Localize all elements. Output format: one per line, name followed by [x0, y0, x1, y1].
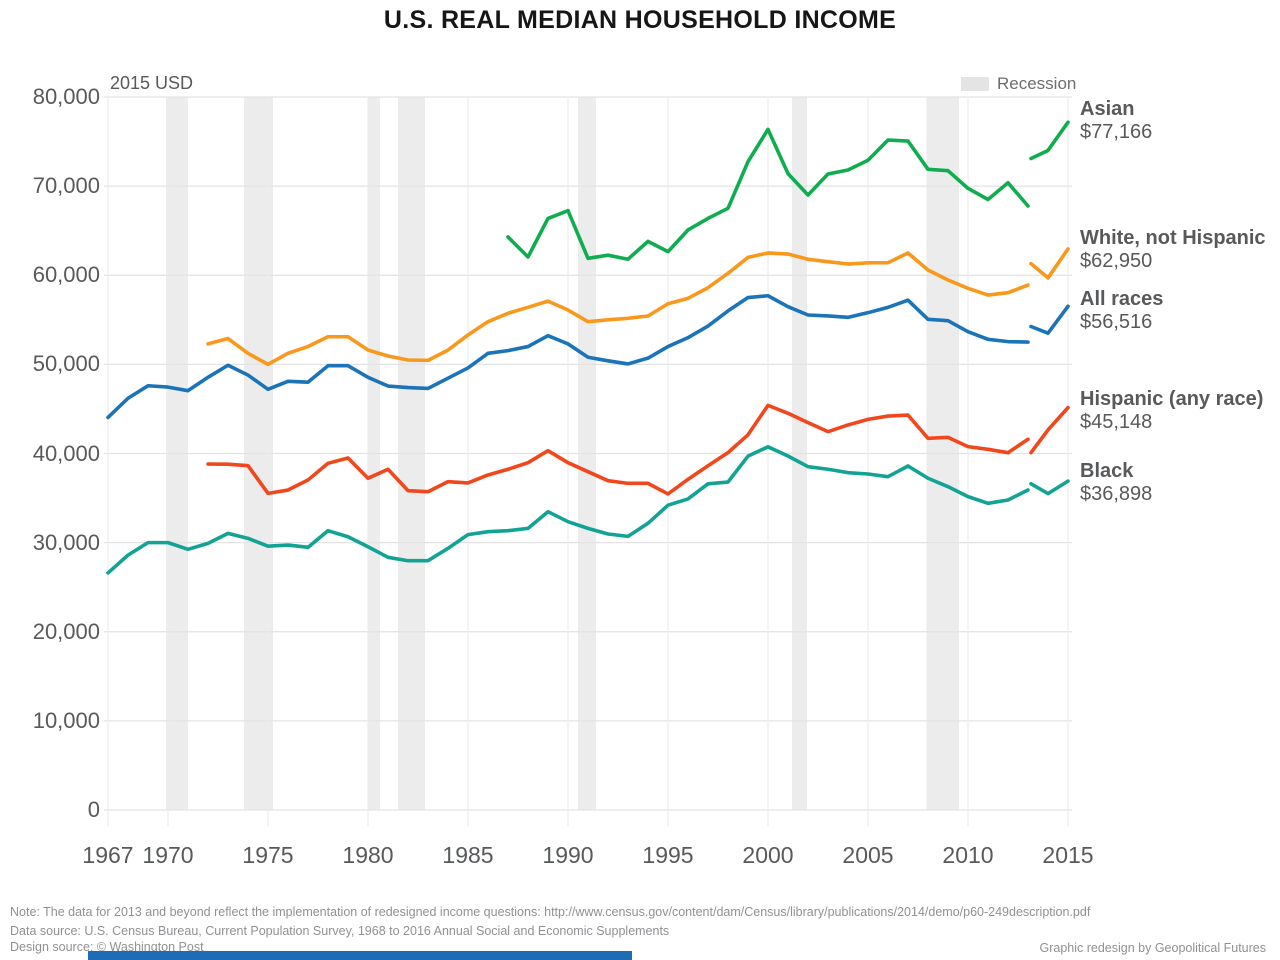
series-label-white-not-hispanic: White, not Hispanic $62,950	[1080, 227, 1266, 273]
y-tick-label: 0	[87, 797, 100, 822]
credit-text: Graphic redesign by Geopolitical Futures	[1039, 941, 1266, 955]
y-axis-units-label: 2015 USD	[110, 73, 194, 93]
x-tick-label: 1975	[242, 842, 294, 868]
chart-title: U.S. REAL MEDIAN HOUSEHOLD INCOME	[383, 6, 897, 34]
y-tick-label: 70,000	[32, 173, 100, 199]
line-asian	[1029, 120, 1070, 161]
recession-legend-label: Recession	[997, 74, 1077, 93]
y-tick-label: 20,000	[32, 618, 100, 644]
line-all-races	[1029, 304, 1070, 335]
series-end-value: $45,148	[1080, 411, 1153, 433]
series-label-all-races: All races $56,516	[1080, 288, 1163, 334]
line-white-not-hispanic	[1029, 247, 1070, 280]
y-tick-label: 80,000	[32, 84, 100, 109]
x-tick-label: 1980	[342, 842, 394, 868]
x-tick-label: 1990	[542, 842, 594, 868]
y-tick-label: 10,000	[32, 707, 100, 733]
x-tick-label: 1995	[642, 842, 694, 868]
series-end-value: $62,950	[1080, 250, 1153, 272]
x-tick-label: 1967	[82, 842, 134, 868]
y-tick-label: 40,000	[32, 440, 100, 466]
x-tick-label: 1970	[142, 842, 194, 868]
line-asian	[506, 127, 1030, 262]
x-tick-label: 1985	[442, 842, 494, 868]
line-all-races	[106, 293, 1030, 420]
line-black	[106, 445, 1030, 575]
y-tick-label: 30,000	[32, 529, 100, 555]
series-end-value: $77,166	[1080, 121, 1153, 143]
series-label-asian: Asian $77,166	[1080, 98, 1152, 144]
line-black	[1029, 479, 1070, 496]
series-name: Hispanic (any race)	[1080, 388, 1264, 410]
series-name: Black	[1080, 460, 1134, 482]
x-tick-label: 2005	[842, 842, 894, 868]
line-hispanic-any-race-	[206, 403, 1030, 496]
y-tick-label: 60,000	[32, 262, 100, 288]
y-tick-label: 50,000	[32, 351, 100, 377]
footnote-redesign-note: Note: The data for 2013 and beyond refle…	[10, 905, 1091, 919]
brand-bar	[88, 951, 632, 960]
series-name: Asian	[1080, 98, 1135, 120]
x-tick-label: 2010	[942, 842, 994, 868]
x-tick-label: 2000	[742, 842, 794, 868]
footnote-design-source: Design source: © Washington Post	[10, 940, 204, 954]
series-name: All races	[1080, 288, 1164, 310]
x-tick-label: 2015	[1042, 842, 1094, 868]
recession-legend-swatch	[961, 77, 989, 91]
series-end-value: $56,516	[1080, 311, 1153, 333]
series-label-black: Black $36,898	[1080, 460, 1152, 506]
series-name: White, not Hispanic	[1080, 227, 1266, 249]
recession-legend: Recession	[961, 74, 1076, 94]
footnote-data-source: Data source: U.S. Census Bureau, Current…	[10, 924, 670, 938]
series-end-value: $36,898	[1080, 483, 1153, 505]
line-white-not-hispanic	[206, 251, 1030, 367]
line-hispanic-any-race-	[1029, 405, 1070, 455]
series-label-hispanic-any-race-: Hispanic (any race) $45,148	[1080, 388, 1263, 434]
